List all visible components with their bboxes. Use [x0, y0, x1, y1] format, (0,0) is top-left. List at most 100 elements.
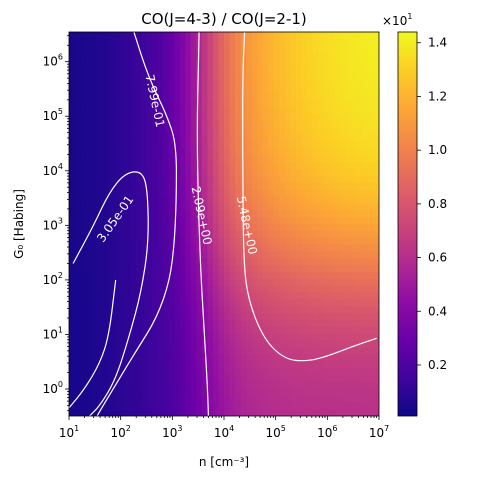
heatmap-cell	[323, 299, 330, 307]
heatmap-cell	[301, 361, 308, 369]
heatmap-cell	[251, 265, 258, 273]
heatmap-cell	[224, 347, 231, 355]
heatmap-cell	[185, 409, 192, 416]
heatmap-cell	[179, 128, 186, 136]
contour-line	[69, 279, 117, 409]
y-tick-label-exp: 0	[58, 380, 63, 389]
heatmap-cell	[212, 354, 220, 362]
heatmap-cell	[107, 258, 114, 266]
heatmap-cell	[135, 258, 142, 266]
heatmap-cell	[373, 52, 379, 61]
heatmap-cell	[107, 224, 114, 232]
heatmap-cell	[351, 326, 358, 335]
heatmap-cell	[257, 251, 264, 259]
heatmap-cell	[229, 409, 236, 416]
heatmap-cell	[80, 162, 87, 170]
heatmap-cell	[190, 361, 197, 369]
heatmap-cell	[229, 141, 236, 150]
heatmap-cell	[307, 80, 314, 88]
heatmap-cell	[362, 258, 369, 266]
heatmap-cell	[85, 354, 92, 362]
heatmap-cell	[113, 141, 120, 150]
x-tick-label-base: 10	[59, 426, 74, 440]
heatmap-cell	[124, 128, 131, 136]
heatmap-cell	[284, 299, 292, 307]
heatmap-cell	[152, 374, 159, 383]
heatmap-cell	[201, 299, 208, 307]
heatmap-cell	[69, 299, 76, 307]
heatmap-cell	[168, 38, 175, 47]
heatmap-cell	[290, 368, 297, 376]
heatmap-cell	[124, 326, 131, 335]
heatmap-cell	[157, 86, 164, 95]
heatmap-cell	[135, 224, 142, 232]
heatmap-cell	[301, 169, 308, 177]
heatmap-cell	[257, 59, 264, 67]
heatmap-cell	[91, 409, 98, 416]
heatmap-cell	[135, 354, 142, 362]
heatmap-cell	[329, 224, 336, 232]
heatmap-cell	[262, 361, 269, 369]
heatmap-cell	[201, 80, 208, 88]
heatmap-cell	[80, 148, 87, 157]
heatmap-cell	[163, 93, 170, 102]
heatmap-cell	[301, 148, 308, 157]
heatmap-cell	[279, 333, 286, 342]
heatmap-cell	[362, 265, 369, 273]
heatmap-cell	[85, 251, 92, 259]
heatmap-cell	[257, 299, 264, 307]
heatmap-cell	[218, 86, 225, 95]
heatmap-cell	[218, 52, 225, 61]
heatmap-cell	[69, 134, 76, 143]
heatmap-cell	[96, 313, 103, 321]
heatmap-cell	[168, 134, 175, 143]
heatmap-cell	[96, 107, 103, 115]
heatmap-cell	[295, 395, 303, 403]
heatmap-cell	[334, 354, 341, 362]
heatmap-cell	[118, 38, 125, 47]
heatmap-cell	[163, 73, 170, 81]
heatmap-cell	[102, 107, 109, 115]
heatmap-cell	[224, 230, 231, 239]
heatmap-cell	[279, 278, 286, 287]
heatmap-cell	[240, 86, 247, 95]
heatmap-cell	[85, 189, 92, 198]
heatmap-cell	[240, 155, 247, 163]
heatmap-cell	[174, 354, 181, 362]
heatmap-cell	[196, 251, 203, 259]
heatmap-cell	[124, 395, 131, 403]
heatmap-cell	[69, 395, 76, 403]
heatmap-cell	[85, 244, 92, 253]
heatmap-cell	[201, 52, 208, 61]
heatmap-cell	[201, 381, 208, 390]
heatmap-cell	[179, 237, 186, 246]
heatmap-cell	[340, 114, 347, 122]
heatmap-cell	[185, 340, 192, 349]
heatmap-cell	[235, 285, 242, 294]
heatmap-cell	[340, 326, 347, 335]
heatmap-cell	[240, 148, 247, 157]
heatmap-cell	[196, 196, 203, 205]
heatmap-cell	[373, 333, 379, 342]
heatmap-cell	[356, 230, 363, 239]
heatmap-cell	[373, 409, 379, 416]
heatmap-cell	[91, 182, 98, 191]
heatmap-cell	[190, 32, 197, 40]
heatmap-cell	[301, 32, 308, 40]
heatmap-cell	[251, 52, 258, 61]
heatmap-cell	[196, 176, 203, 184]
colorbar-multiplier-exp: 1	[407, 12, 412, 21]
heatmap-cell	[345, 196, 352, 205]
heatmap-cell	[224, 155, 231, 163]
heatmap-cell	[279, 217, 286, 225]
heatmap-cell	[229, 148, 236, 157]
heatmap-cell	[135, 141, 142, 150]
heatmap-cell	[284, 272, 292, 280]
heatmap-cell	[345, 258, 352, 266]
heatmap-cell	[69, 340, 76, 349]
heatmap-cell	[345, 409, 352, 416]
heatmap-cell	[235, 347, 242, 355]
heatmap-cell	[102, 409, 109, 416]
heatmap-cell	[224, 299, 231, 307]
